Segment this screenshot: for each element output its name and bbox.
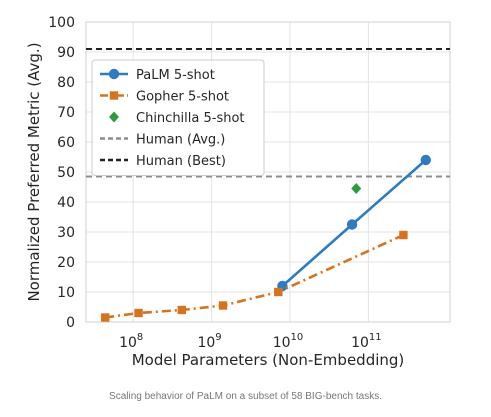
y-tick-label: 80: [57, 75, 75, 91]
chart: 0 10 20 30 40 50 60 70 80 90 100 108 109 1010 1011Mode…: [25, 15, 451, 369]
y-tick-label: 40: [57, 195, 75, 211]
series: [277, 154, 431, 292]
data-point: [346, 219, 358, 230]
legend: PaLM 5-shot Gopher 5-shot Chinchilla 5-sho…: [91, 59, 265, 176]
y-tick-label: 10: [57, 285, 75, 301]
legend-label: Gopher 5-shot: [136, 90, 229, 105]
data-point: [399, 230, 408, 240]
data-point: [108, 68, 120, 80]
series-line: [105, 233, 404, 319]
data-point: [274, 287, 283, 297]
x-axis-label: Model Parameters (Non-Embedding): [132, 351, 405, 369]
data-point: [109, 111, 119, 123]
x-tick-label: 1011: [351, 332, 382, 351]
y-tick-label: 20: [57, 255, 75, 271]
data-point: [218, 301, 228, 310]
y-tick-label: 60: [57, 135, 75, 151]
y-tick-label: 30: [57, 225, 75, 241]
x-tick-label: 1010: [273, 332, 304, 351]
data-point: [177, 305, 187, 315]
y-tick-label: 100: [48, 15, 75, 31]
y-tick-label: 70: [57, 105, 75, 121]
data-point: [351, 183, 362, 194]
data-point: [420, 154, 431, 166]
data-point: [134, 308, 143, 318]
y-tick-label: 50: [57, 165, 75, 181]
legend-label: Human (Avg.): [136, 133, 225, 148]
x-tick-label: 108: [119, 332, 143, 351]
y-tick-label: 90: [57, 45, 75, 61]
plot-frame: [85, 21, 451, 323]
legend-label: Chinchilla 5-shot: [136, 111, 245, 126]
data-point: [101, 313, 110, 322]
y-tick-label: 0: [66, 315, 75, 331]
legend-label: PaLM 5-shot: [136, 68, 215, 83]
figure-caption: Scaling behavior of PaLM on a subset of …: [109, 391, 382, 402]
legend-box: [91, 59, 265, 176]
y-axis-label: Normalized Preferred Metric (Avg.): [25, 42, 43, 301]
series: [351, 183, 362, 194]
series: [101, 230, 408, 322]
data-point: [109, 91, 119, 100]
x-tick-label: 109: [197, 332, 221, 351]
legend-label: Human (Best): [136, 154, 226, 169]
